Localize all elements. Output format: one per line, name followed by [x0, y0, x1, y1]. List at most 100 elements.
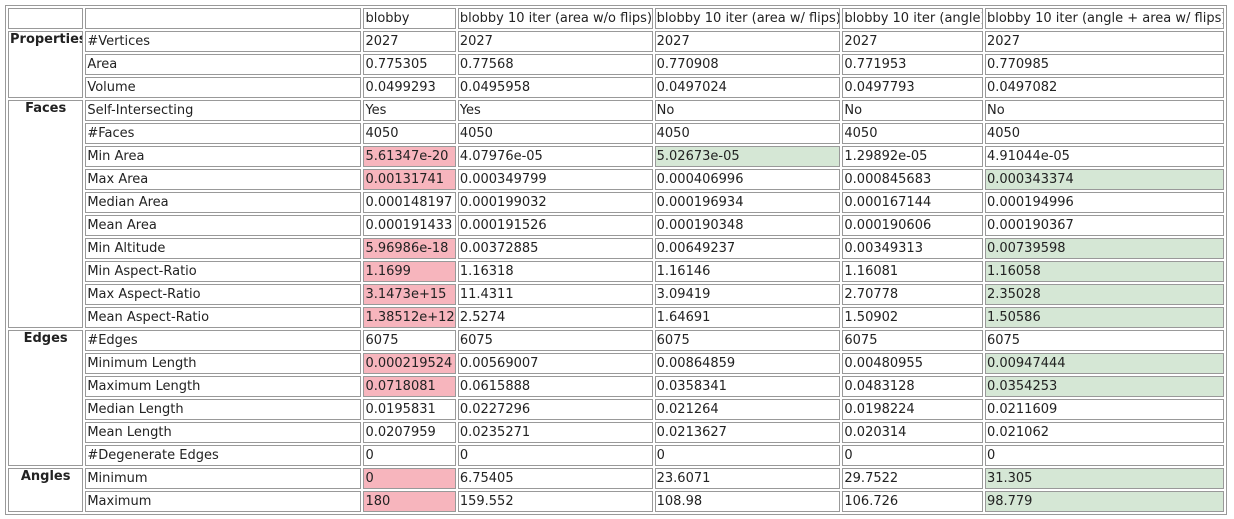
table-row: Mean Aspect-Ratio 1.38512e+12 2.5274 1.6469… — [8, 307, 1224, 328]
value-cell: 0.000196934 — [654, 192, 841, 213]
value-cell: 0.000194996 — [984, 192, 1224, 213]
value-cell: 0.00649237 — [654, 238, 841, 259]
table-row: Maximum Length 0.0718081 0.0615888 0.035834… — [8, 376, 1224, 397]
value-cell: 3.09419 — [654, 284, 841, 305]
value-cell: 5.61347e-20 — [363, 146, 456, 167]
value-cell: 2027 — [842, 31, 983, 52]
table-row: Maximum 180 159.552 108.98 106.726 98.779 — [8, 491, 1224, 512]
column-header: blobby 10 iter (angle) — [842, 8, 983, 29]
value-cell: 0.000191433 — [363, 215, 456, 236]
value-cell: 2.70778 — [842, 284, 983, 305]
value-cell: 0.000190367 — [984, 215, 1224, 236]
table-row: Minimum Length 0.000219524 0.00569007 0.008… — [8, 353, 1224, 374]
value-cell: 6075 — [842, 330, 983, 351]
row-label: Minimum Length — [85, 353, 362, 374]
row-label: Min Area — [85, 146, 362, 167]
value-cell: 0 — [363, 468, 456, 489]
row-label: Max Aspect-Ratio — [85, 284, 362, 305]
row-label: Max Area — [85, 169, 362, 190]
value-cell: 180 — [363, 491, 456, 512]
value-cell: 0 — [842, 445, 983, 466]
value-cell: 4.07976e-05 — [457, 146, 653, 167]
group-header: Properties — [8, 31, 84, 98]
value-cell: 0.0227296 — [457, 399, 653, 420]
table-row: Min Aspect-Ratio 1.1699 1.16318 1.16146 1.16… — [8, 261, 1224, 282]
value-cell: Yes — [363, 100, 456, 121]
row-label: Volume — [85, 77, 362, 98]
value-cell: 0.00372885 — [457, 238, 653, 259]
value-cell: 0.0497024 — [654, 77, 841, 98]
value-cell: 0.000199032 — [457, 192, 653, 213]
value-cell: No — [654, 100, 841, 121]
table-row: Mean Length 0.0207959 0.0235271 0.0213627 0.… — [8, 422, 1224, 443]
group-header: Edges — [8, 330, 84, 466]
value-cell: 0.020314 — [842, 422, 983, 443]
table-row: Min Altitude 5.96986e-18 0.00372885 0.00649… — [8, 238, 1224, 259]
row-label: #Degenerate Edges — [85, 445, 362, 466]
value-cell: 0.00131741 — [363, 169, 456, 190]
value-cell: 0.021264 — [654, 399, 841, 420]
value-cell: 1.16081 — [842, 261, 983, 282]
value-cell: 2027 — [654, 31, 841, 52]
value-cell: 1.38512e+12 — [363, 307, 456, 328]
row-label: Minimum — [85, 468, 362, 489]
value-cell: 0.0497793 — [842, 77, 983, 98]
value-cell: 1.50586 — [984, 307, 1224, 328]
value-cell: Yes — [457, 100, 653, 121]
value-cell: 6075 — [457, 330, 653, 351]
row-label: #Edges — [85, 330, 362, 351]
table-row: Min Area 5.61347e-20 4.07976e-05 5.02673e-0… — [8, 146, 1224, 167]
table-row: Volume 0.0499293 0.0495958 0.0497024 0.04977… — [8, 77, 1224, 98]
value-cell: 2027 — [363, 31, 456, 52]
value-cell: 23.6071 — [654, 468, 841, 489]
value-cell: 1.16146 — [654, 261, 841, 282]
value-cell: 0.000845683 — [842, 169, 983, 190]
row-label: Area — [85, 54, 362, 75]
value-cell: 1.50902 — [842, 307, 983, 328]
row-label: Median Area — [85, 192, 362, 213]
column-header: blobby 10 iter (area w/o flips) — [457, 8, 653, 29]
table-row: Edges #Edges 6075 6075 6075 6075 6075 — [8, 330, 1224, 466]
value-cell: 108.98 — [654, 491, 841, 512]
row-label: Min Aspect-Ratio — [85, 261, 362, 282]
value-cell: 0.0499293 — [363, 77, 456, 98]
value-cell: 0.0483128 — [842, 376, 983, 397]
value-cell: 4.91044e-05 — [984, 146, 1224, 167]
value-cell: 0.77568 — [457, 54, 653, 75]
value-cell: 0.000167144 — [842, 192, 983, 213]
value-cell: 0.775305 — [363, 54, 456, 75]
value-cell: 0.770908 — [654, 54, 841, 75]
value-cell: 0.00569007 — [457, 353, 653, 374]
value-cell: 106.726 — [842, 491, 983, 512]
value-cell: 98.779 — [984, 491, 1224, 512]
value-cell: 2027 — [984, 31, 1224, 52]
value-cell: 0.000190348 — [654, 215, 841, 236]
table-row: #Faces 4050 4050 4050 4050 4050 — [8, 123, 1224, 144]
value-cell: 6075 — [984, 330, 1224, 351]
value-cell: 3.1473e+15 — [363, 284, 456, 305]
value-cell: 0.0207959 — [363, 422, 456, 443]
row-label: Mean Aspect-Ratio — [85, 307, 362, 328]
table-row: Properties #Vertices 2027 2027 2027 2027 2027 — [8, 31, 1224, 98]
row-label: Median Length — [85, 399, 362, 420]
value-cell: 11.4311 — [457, 284, 653, 305]
column-header: blobby — [363, 8, 456, 29]
value-cell: 0.000148197 — [363, 192, 456, 213]
value-cell: 6075 — [654, 330, 841, 351]
value-cell: 0.0198224 — [842, 399, 983, 420]
value-cell: 0 — [457, 445, 653, 466]
value-cell: 0.0495958 — [457, 77, 653, 98]
value-cell: 1.16058 — [984, 261, 1224, 282]
table-row: Area 0.775305 0.77568 0.770908 0.771953 0.770… — [8, 54, 1224, 75]
value-cell: 0.000219524 — [363, 353, 456, 374]
value-cell: 1.1699 — [363, 261, 456, 282]
value-cell: 0 — [363, 445, 456, 466]
value-cell: 0.0497082 — [984, 77, 1224, 98]
value-cell: 0 — [984, 445, 1224, 466]
value-cell: 0.0211609 — [984, 399, 1224, 420]
value-cell: 31.305 — [984, 468, 1224, 489]
value-cell: 0.0195831 — [363, 399, 456, 420]
value-cell: 4050 — [842, 123, 983, 144]
value-cell: 0.00739598 — [984, 238, 1224, 259]
group-header: Angles — [8, 468, 84, 512]
